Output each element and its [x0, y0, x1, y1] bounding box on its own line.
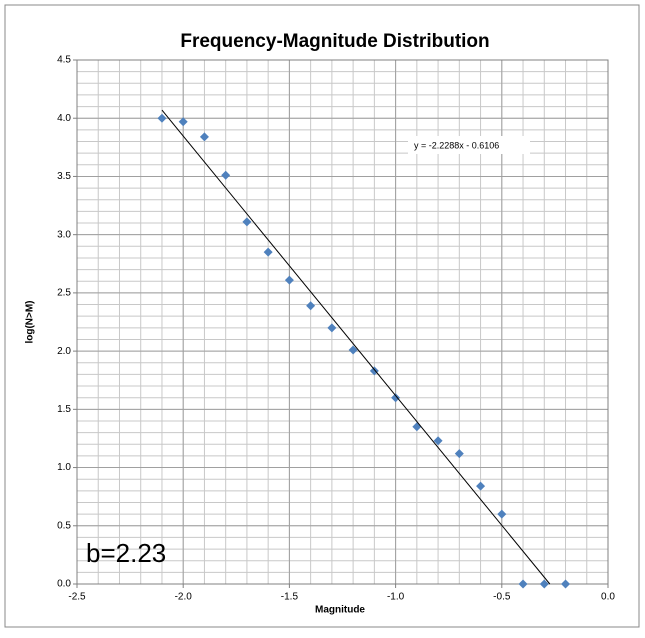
data-point — [391, 393, 401, 403]
chart-title: Frequency-Magnitude Distribution — [180, 31, 489, 52]
data-point — [518, 579, 528, 589]
data-point — [306, 301, 316, 311]
plot-border — [76, 59, 609, 585]
data-point — [454, 449, 464, 459]
y-tick-label: 0.0 — [57, 579, 71, 590]
x-tick-label: -1.5 — [281, 592, 299, 603]
data-point — [221, 170, 231, 180]
data-point — [476, 481, 486, 491]
y-axis-title: log(N>M) — [25, 300, 36, 343]
data-point — [369, 366, 379, 376]
y-tick-label: 3.5 — [57, 171, 71, 182]
y-tick-label: 2.0 — [57, 346, 71, 357]
x-tick-label: 0.0 — [601, 592, 615, 603]
y-tick-label: 3.0 — [57, 229, 71, 240]
y-tick-label: 1.0 — [57, 462, 71, 473]
x-tick-label: -1.0 — [387, 592, 405, 603]
x-tick-label: -0.5 — [493, 592, 511, 603]
data-point — [348, 345, 358, 355]
y-tick-label: 1.5 — [57, 404, 71, 415]
data-point — [497, 509, 507, 519]
data-point — [157, 113, 167, 123]
data-point — [242, 217, 252, 227]
annotation: b=2.23 — [86, 538, 166, 568]
y-tick-label: 2.5 — [57, 288, 71, 299]
data-point — [561, 579, 571, 589]
trendline-label: y = -2.2288x - 0.6106 — [414, 140, 499, 150]
y-tick-label: 4.5 — [57, 55, 71, 66]
data-point — [327, 323, 337, 333]
data-point — [539, 579, 549, 589]
trendline — [161, 109, 551, 585]
data-point — [199, 132, 209, 142]
y-tick-label: 4.0 — [57, 113, 71, 124]
y-tick-label: 0.5 — [57, 520, 71, 531]
data-point — [263, 247, 273, 257]
x-axis-title: Magnitude — [315, 605, 365, 616]
x-tick-label: -2.5 — [68, 592, 86, 603]
data-point — [433, 436, 443, 446]
data-point — [178, 117, 188, 127]
data-point — [284, 275, 294, 285]
x-tick-label: -2.0 — [175, 592, 193, 603]
trendline-label-bg — [408, 136, 530, 154]
